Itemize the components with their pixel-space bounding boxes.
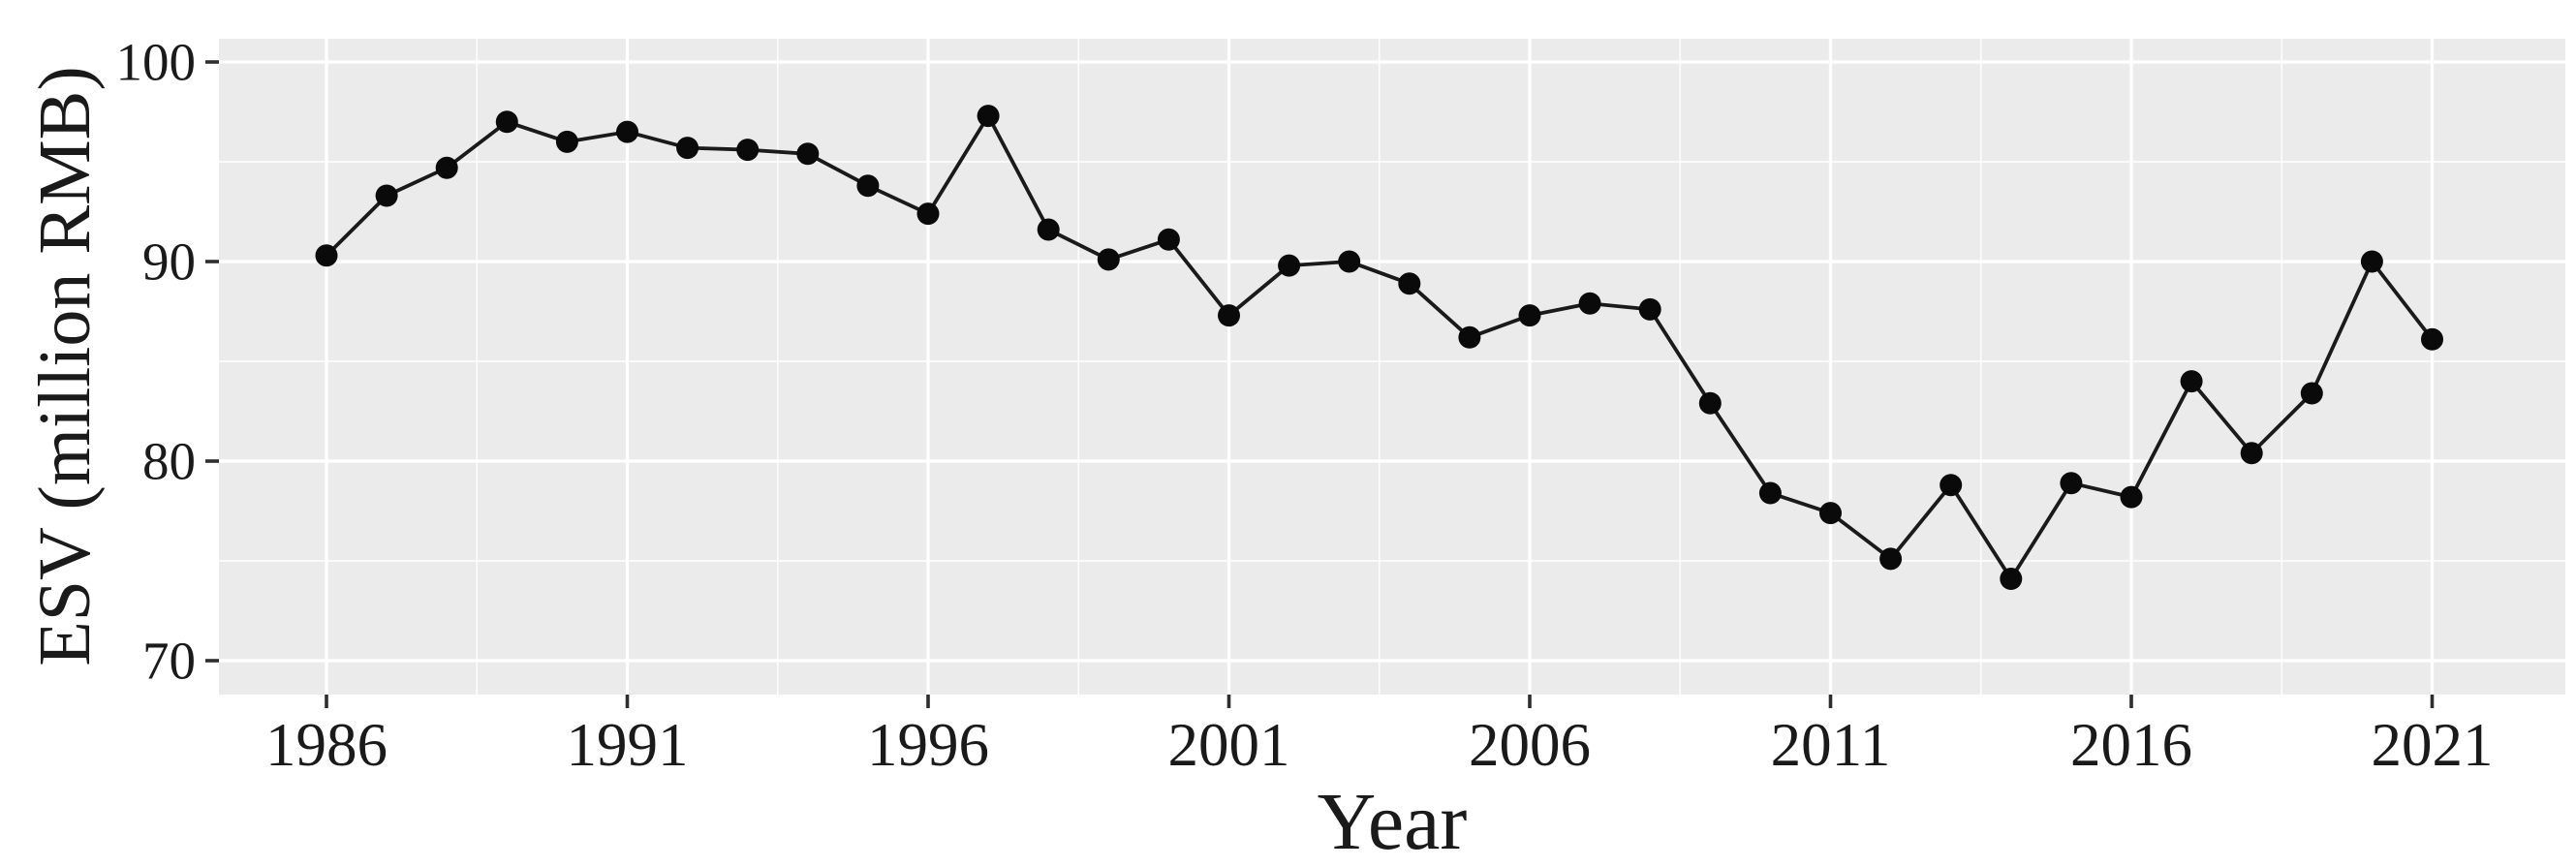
- data-point-2009: [1698, 391, 1722, 415]
- major-gridlines-layer: [219, 39, 2565, 695]
- data-point-1992: [676, 137, 699, 160]
- data-point-2018: [2240, 442, 2263, 465]
- x-tick-label: 2001: [1168, 711, 1290, 779]
- data-point-2003: [1338, 250, 1361, 273]
- panel-layer: [219, 39, 2565, 695]
- data-point-2010: [1758, 481, 1782, 505]
- data-point-1991: [616, 120, 638, 143]
- data-point-2017: [2180, 370, 2203, 393]
- minor-gridlines-layer: [219, 39, 2565, 695]
- data-series-layer: [315, 105, 2443, 590]
- data-point-2000: [1157, 228, 1180, 251]
- y-tick-label: 100: [116, 33, 197, 92]
- x-tick-label: 1991: [567, 711, 689, 779]
- data-point-1994: [796, 142, 820, 166]
- data-point-1989: [495, 110, 518, 134]
- data-point-2013: [1940, 474, 1963, 497]
- x-tick-label: 1996: [867, 711, 989, 779]
- x-tick-label: 2011: [1771, 711, 1891, 779]
- x-tick-label: 2021: [2372, 711, 2494, 779]
- data-point-2012: [1879, 547, 1903, 571]
- data-point-2002: [1278, 254, 1301, 277]
- data-point-2020: [2360, 250, 2383, 273]
- data-point-2004: [1398, 272, 1421, 295]
- data-point-2014: [2000, 568, 2023, 590]
- x-axis-title: Year: [1318, 777, 1468, 867]
- data-point-1995: [856, 174, 880, 198]
- data-point-1996: [916, 202, 940, 226]
- data-point-2008: [1638, 297, 1661, 321]
- data-point-1999: [1097, 248, 1120, 271]
- data-point-2005: [1458, 325, 1481, 349]
- data-point-2015: [2060, 472, 2083, 495]
- data-point-2019: [2300, 382, 2323, 405]
- data-point-1990: [555, 130, 578, 153]
- y-axis-title: ESV (million RMB): [24, 66, 106, 666]
- y-tick-label: 80: [142, 432, 196, 491]
- y-tick-label: 70: [142, 632, 196, 691]
- x-tick-label: 1986: [265, 711, 388, 779]
- data-point-2001: [1218, 304, 1240, 327]
- data-point-2011: [1819, 502, 1842, 525]
- data-point-2007: [1578, 292, 1601, 315]
- data-point-2016: [2120, 485, 2143, 509]
- data-point-1986: [315, 244, 338, 267]
- axes-layer: 1986 1991 1996 2001 2006 2011 2016 2021 70 80 90 10…: [116, 33, 2494, 779]
- data-point-1993: [736, 139, 760, 162]
- y-tick-label: 90: [142, 232, 196, 292]
- data-point-2006: [1518, 304, 1541, 327]
- panel-background: [219, 39, 2565, 695]
- data-point-1998: [1037, 218, 1060, 241]
- x-tick-label: 2006: [1469, 711, 1591, 779]
- data-point-1988: [435, 156, 458, 179]
- data-point-1997: [977, 105, 1000, 128]
- data-point-2021: [2421, 327, 2443, 351]
- x-tick-label: 2016: [2070, 711, 2192, 779]
- data-point-1987: [375, 184, 398, 207]
